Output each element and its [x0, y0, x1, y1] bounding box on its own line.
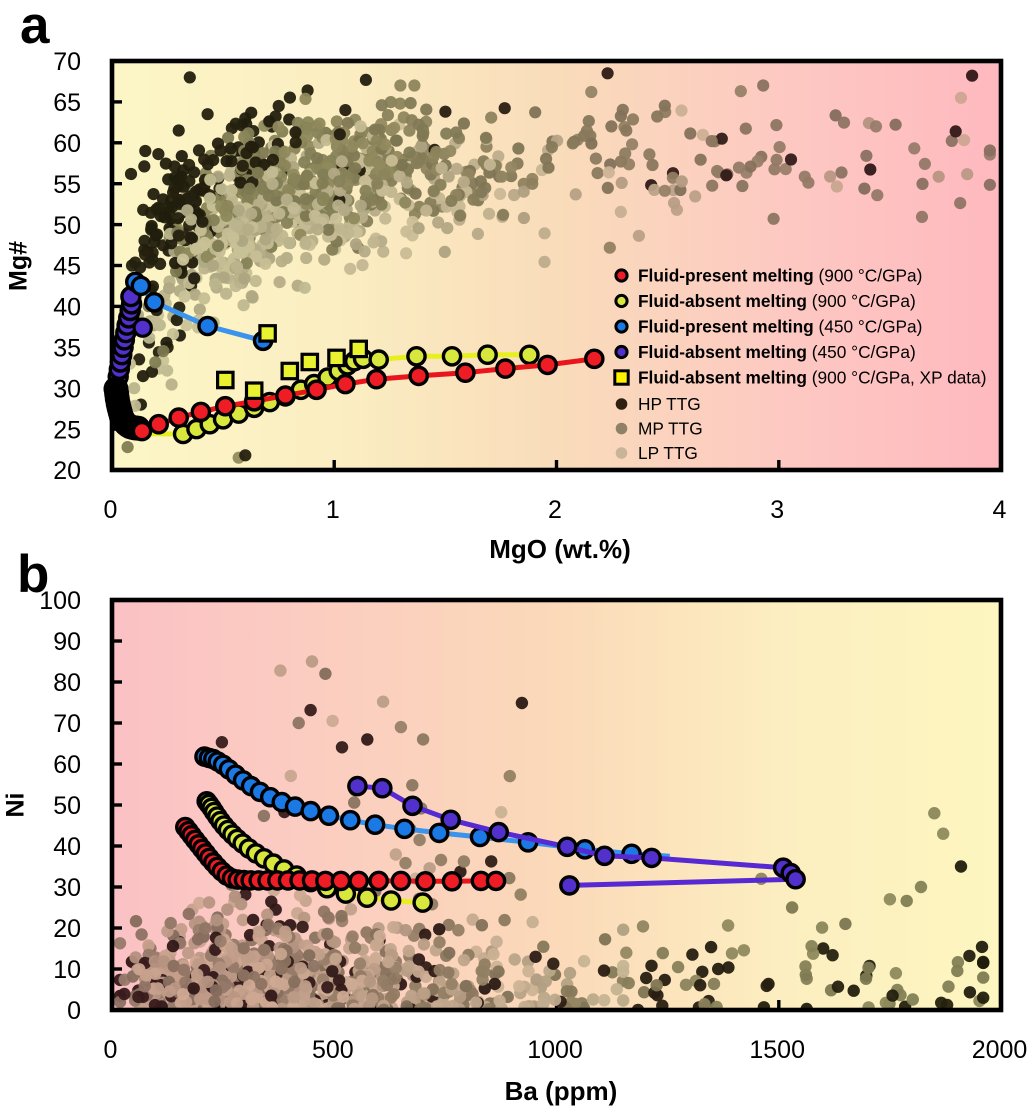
svg-text:50: 50	[53, 792, 81, 820]
svg-text:500: 500	[312, 1036, 354, 1064]
svg-text:0: 0	[67, 997, 81, 1025]
svg-text:HP TTG: HP TTG	[638, 394, 701, 414]
svg-text:60: 60	[53, 751, 81, 779]
svg-text:60: 60	[53, 130, 81, 158]
svg-text:a: a	[20, 0, 50, 55]
svg-text:50: 50	[53, 212, 81, 240]
svg-text:25: 25	[53, 416, 81, 444]
svg-text:Fluid-absent melting (900 °C/G: Fluid-absent melting (900 °C/GPa, XP dat…	[638, 368, 986, 388]
svg-text:90: 90	[53, 628, 81, 656]
svg-text:Mg#: Mg#	[5, 241, 33, 291]
svg-text:2000: 2000	[972, 1036, 1028, 1064]
svg-text:1500: 1500	[749, 1036, 805, 1064]
svg-text:0: 0	[104, 1036, 118, 1064]
svg-text:Fluid-absent melting (450 °C/G: Fluid-absent melting (450 °C/GPa)	[638, 342, 916, 362]
svg-text:1000: 1000	[527, 1036, 583, 1064]
svg-text:0: 0	[104, 496, 118, 524]
svg-text:Fluid-absent melting (900 °C/G: Fluid-absent melting (900 °C/GPa)	[638, 291, 916, 311]
svg-text:35: 35	[53, 335, 81, 363]
svg-text:Fluid-present melting (450 °C/: Fluid-present melting (450 °C/GPa)	[638, 317, 922, 337]
svg-text:MgO (wt.%): MgO (wt.%)	[489, 534, 631, 564]
svg-text:Ba (ppm): Ba (ppm)	[505, 1076, 618, 1106]
svg-text:20: 20	[53, 915, 81, 943]
svg-text:80: 80	[53, 669, 81, 697]
svg-text:30: 30	[53, 874, 81, 902]
svg-text:4: 4	[993, 496, 1007, 524]
svg-text:65: 65	[53, 89, 81, 117]
svg-text:20: 20	[53, 457, 81, 485]
svg-text:10: 10	[53, 956, 81, 984]
svg-text:100: 100	[39, 587, 81, 615]
svg-text:2: 2	[548, 496, 562, 524]
svg-text:Fluid-present melting (900 °C/: Fluid-present melting (900 °C/GPa)	[638, 266, 922, 286]
svg-text:b: b	[17, 545, 49, 604]
svg-text:70: 70	[53, 48, 81, 76]
svg-text:40: 40	[53, 833, 81, 861]
svg-text:1: 1	[326, 496, 340, 524]
svg-text:MP TTG: MP TTG	[638, 419, 703, 439]
svg-text:3: 3	[770, 496, 784, 524]
svg-text:70: 70	[53, 710, 81, 738]
svg-text:55: 55	[53, 171, 81, 199]
svg-text:45: 45	[53, 253, 81, 281]
svg-text:Ni: Ni	[2, 793, 30, 818]
svg-text:LP TTG: LP TTG	[638, 443, 698, 463]
svg-text:30: 30	[53, 375, 81, 403]
svg-text:40: 40	[53, 294, 81, 322]
